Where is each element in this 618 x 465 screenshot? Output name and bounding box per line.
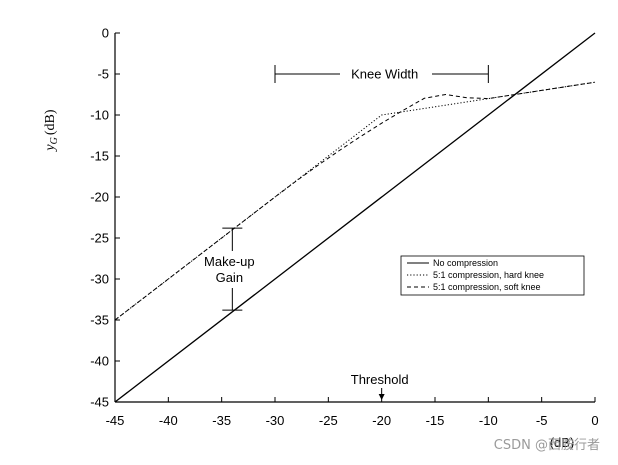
ticks: 0 -5 -10 -15 -20 -25 -30 -35 -40 -45 -45 -40 -35 -30 -…	[90, 26, 598, 429]
y-tick-label: -30	[90, 272, 109, 287]
x-tick-label: 0	[591, 413, 598, 428]
x-tick-label: -10	[479, 413, 498, 428]
y-tick-label: -5	[97, 67, 109, 82]
x-tick-label: -35	[212, 413, 231, 428]
y-tick-label: -10	[90, 108, 109, 123]
axes	[114, 33, 595, 403]
watermark: CSDN @西胺行者	[494, 438, 600, 453]
series-line-1	[114, 32, 596, 403]
x-tick-label: -5	[536, 413, 548, 428]
y-tick-label: -15	[90, 149, 109, 164]
y-tick-label: -35	[90, 313, 109, 328]
legend: No compression 5:1 compression, hard knee…	[400, 255, 585, 296]
x-tick-label: -20	[372, 413, 391, 428]
legend-label-3: 5:1 compression, soft knee	[433, 282, 541, 292]
y-tick-label: -20	[90, 190, 109, 205]
y-tick-label: -40	[90, 354, 109, 369]
x-axis-label: (dB)	[550, 435, 575, 450]
x-tick-label: -25	[319, 413, 338, 428]
makeup-gain-label-line2: Gain	[216, 270, 243, 285]
y-axis-label: yG (dB)	[43, 109, 60, 152]
legend-label-2: 5:1 compression, hard knee	[433, 270, 544, 280]
threshold-arrow-head	[378, 394, 385, 400]
y-tick-label: 0	[102, 26, 109, 41]
x-tick-label: -40	[159, 413, 178, 428]
y-tick-label: -25	[90, 231, 109, 246]
legend-box	[400, 255, 585, 296]
y-axis-label-var: y	[43, 144, 58, 153]
x-tick-label: -30	[266, 413, 285, 428]
series	[114, 32, 596, 403]
makeup-gain-label-line1: Make-up	[204, 254, 255, 269]
y-tick-label: -45	[90, 395, 109, 410]
y-axis-label-unit: (dB)	[43, 109, 58, 135]
x-tick-label: -45	[106, 413, 125, 428]
legend-label-1: No compression	[433, 258, 498, 268]
series-line-3	[114, 81, 596, 321]
threshold-label: Threshold	[351, 372, 409, 387]
y-axis-label-sub: G	[49, 137, 60, 144]
knee-width-label: Knee Width	[351, 67, 418, 82]
x-tick-label: -15	[426, 413, 445, 428]
